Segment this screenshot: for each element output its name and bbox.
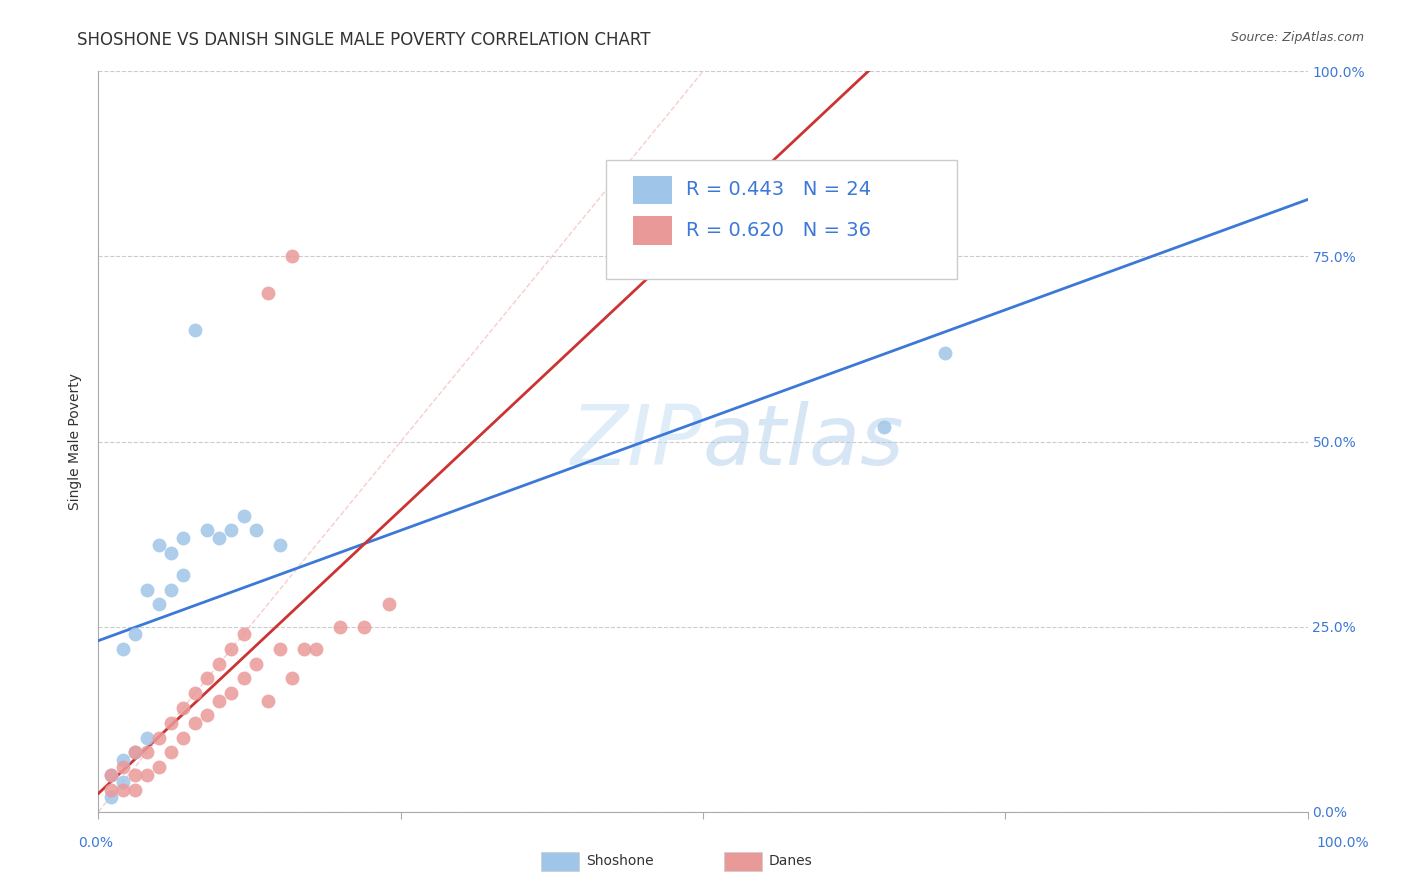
Point: [160, 546, 183, 560]
Point: [184, 686, 207, 700]
Y-axis label: Single Male Poverty: Single Male Poverty: [69, 373, 83, 510]
Point: [172, 567, 194, 582]
Point: [256, 286, 278, 301]
Point: [100, 782, 122, 797]
Point: [353, 619, 375, 633]
Point: [111, 782, 134, 797]
Point: [135, 731, 157, 745]
Point: [221, 641, 243, 656]
Point: [148, 731, 170, 745]
Point: [195, 524, 218, 538]
Point: [232, 627, 254, 641]
Point: [269, 641, 291, 656]
Point: [195, 708, 218, 723]
Point: [256, 694, 278, 708]
Point: [208, 657, 231, 671]
Point: [172, 531, 194, 545]
Point: [124, 767, 146, 781]
Point: [160, 582, 183, 597]
Point: [111, 753, 134, 767]
Point: [100, 789, 122, 804]
Point: [111, 775, 134, 789]
Point: [124, 782, 146, 797]
Bar: [633, 176, 672, 204]
Point: [184, 324, 207, 338]
Text: Danes: Danes: [769, 854, 813, 868]
Point: [135, 767, 157, 781]
Point: [305, 641, 328, 656]
Point: [873, 419, 896, 434]
Point: [221, 686, 243, 700]
FancyBboxPatch shape: [606, 161, 957, 278]
Point: [329, 619, 352, 633]
Bar: [633, 217, 672, 244]
Text: ZIP: ZIP: [571, 401, 703, 482]
Point: [934, 345, 956, 359]
Point: [160, 715, 183, 730]
Point: [124, 746, 146, 760]
Text: Source: ZipAtlas.com: Source: ZipAtlas.com: [1230, 31, 1364, 45]
Point: [195, 672, 218, 686]
Point: [208, 694, 231, 708]
Point: [377, 598, 399, 612]
Point: [100, 767, 122, 781]
Point: [292, 641, 315, 656]
Point: [100, 767, 122, 781]
Point: [160, 746, 183, 760]
Point: [281, 250, 304, 264]
Point: [111, 641, 134, 656]
Point: [124, 746, 146, 760]
Point: [232, 672, 254, 686]
Point: [232, 508, 254, 523]
Point: [111, 760, 134, 774]
Text: 0.0%: 0.0%: [79, 836, 112, 850]
Text: atlas: atlas: [703, 401, 904, 482]
Point: [208, 531, 231, 545]
Point: [269, 538, 291, 552]
Point: [245, 657, 267, 671]
Point: [172, 731, 194, 745]
Text: R = 0.620   N = 36: R = 0.620 N = 36: [686, 221, 872, 240]
Point: [135, 582, 157, 597]
Point: [221, 524, 243, 538]
Text: 100.0%: 100.0%: [1316, 836, 1369, 850]
Point: [281, 672, 304, 686]
Point: [184, 715, 207, 730]
Text: Shoshone: Shoshone: [586, 854, 654, 868]
Point: [124, 627, 146, 641]
Point: [135, 746, 157, 760]
Point: [148, 538, 170, 552]
Text: R = 0.443   N = 24: R = 0.443 N = 24: [686, 180, 872, 199]
Point: [245, 524, 267, 538]
Point: [172, 701, 194, 715]
Point: [148, 598, 170, 612]
Point: [148, 760, 170, 774]
Text: SHOSHONE VS DANISH SINGLE MALE POVERTY CORRELATION CHART: SHOSHONE VS DANISH SINGLE MALE POVERTY C…: [77, 31, 651, 49]
